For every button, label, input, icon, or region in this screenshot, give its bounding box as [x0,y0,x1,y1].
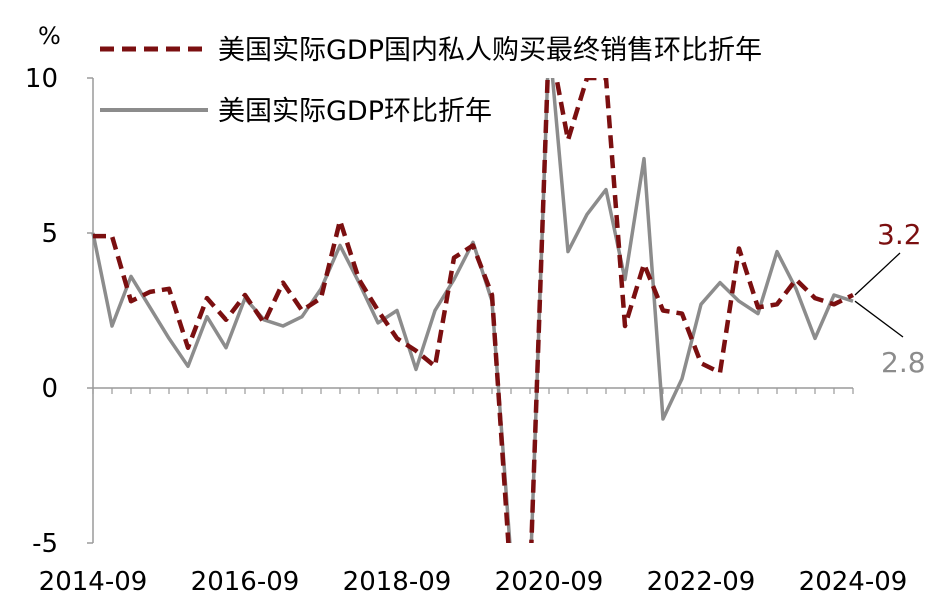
end-label-gdp: 2.8 [881,346,926,379]
y-tick-label: 5 [41,219,58,249]
x-tick-label: 2018-09 [343,567,452,597]
series-layer [91,78,854,543]
x-tick-label: 2024-09 [799,567,908,597]
y-unit-label: % [38,22,61,50]
end-label-private-final-sales: 3.2 [877,218,922,251]
x-tick-label: 2016-09 [191,567,300,597]
y-tick-label: 10 [25,64,58,94]
series-line-private-final-sales [93,78,854,543]
x-tick-label: 2022-09 [647,567,756,597]
series-line-gdp [91,78,854,543]
legend-entry-gdp: 美国实际GDP环比折年 [100,96,492,127]
axes: -5 0 5 10% 2014-09 2016-09 2018-09 2020-09 2022-… [25,22,907,597]
legend-label: 美国实际GDP国内私人购买最终销售环比折年 [218,35,762,66]
end-labels: 3.2 2.8 [854,218,926,379]
legend-label: 美国实际GDP环比折年 [218,96,492,127]
leader-line [854,300,904,338]
series-clip-group [91,78,854,543]
x-tick-label: 2014-09 [39,567,148,597]
x-tick-label: 2020-09 [495,567,604,597]
legend-entry-private-final-sales: 美国实际GDP国内私人购买最终销售环比折年 [100,35,762,66]
y-tick-label: -5 [32,529,58,559]
y-tick-label: 0 [41,374,58,404]
leader-line [854,252,901,296]
